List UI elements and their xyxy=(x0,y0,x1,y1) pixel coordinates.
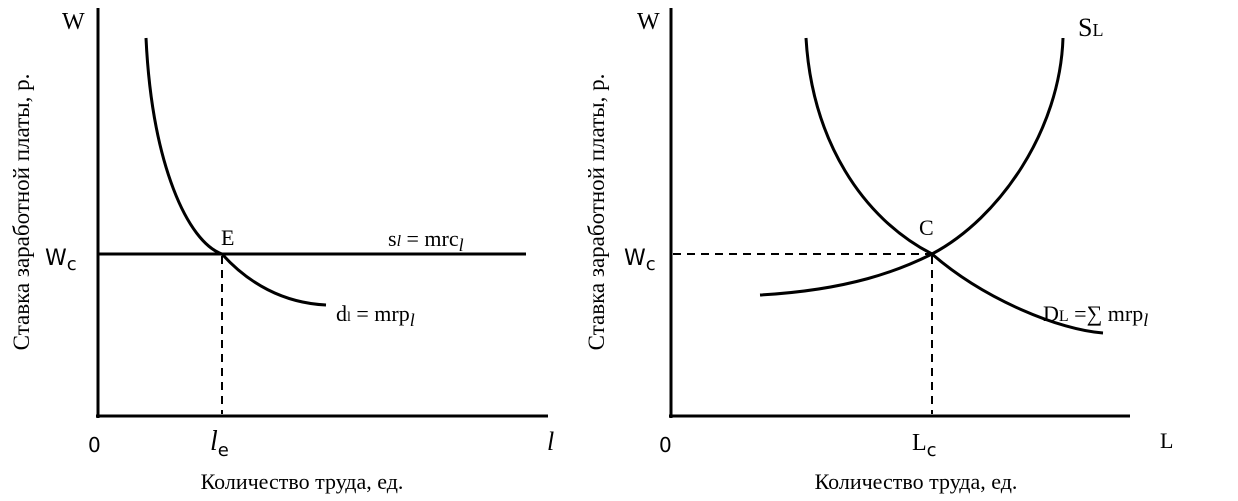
left-le-label: le xyxy=(210,426,229,461)
right-supply-label: SL xyxy=(1078,13,1103,42)
right-demand-curve xyxy=(804,37,1104,335)
right-panel: W L 0 Ставка заработной платы, р. Количе… xyxy=(584,8,1173,494)
left-panel: W l 0 Ставка заработной платы, р. Количе… xyxy=(9,8,554,494)
left-x-axis-title: Количество труда, ед. xyxy=(201,469,404,494)
right-y-axis-letter: W xyxy=(637,9,660,35)
right-lc-label: Lc xyxy=(912,430,937,461)
right-x-axis-title: Количество труда, ед. xyxy=(815,469,1018,494)
left-wc-label: Wc xyxy=(45,246,77,275)
left-x-axis-letter: l xyxy=(547,427,554,456)
right-demand-label: DL =∑ mrpl xyxy=(1043,301,1148,330)
right-y-axis-title: Ставка заработной платы, р. xyxy=(584,74,609,351)
right-x-axis-letter: L xyxy=(1160,428,1173,453)
left-origin: 0 xyxy=(88,433,101,457)
left-demand-label: dl = mrpl xyxy=(336,301,415,330)
left-demand-curve xyxy=(144,37,327,307)
left-y-axis-title: Ставка заработной платы, р. xyxy=(9,74,34,351)
left-supply-label: sl = mrcl xyxy=(388,226,464,255)
left-y-axis-letter: W xyxy=(62,9,85,35)
left-point-e: E xyxy=(221,225,234,250)
right-wc-label: Wc xyxy=(624,246,656,275)
right-supply-curve xyxy=(759,37,1065,297)
right-origin: 0 xyxy=(659,433,672,457)
right-point-c: C xyxy=(919,215,934,240)
